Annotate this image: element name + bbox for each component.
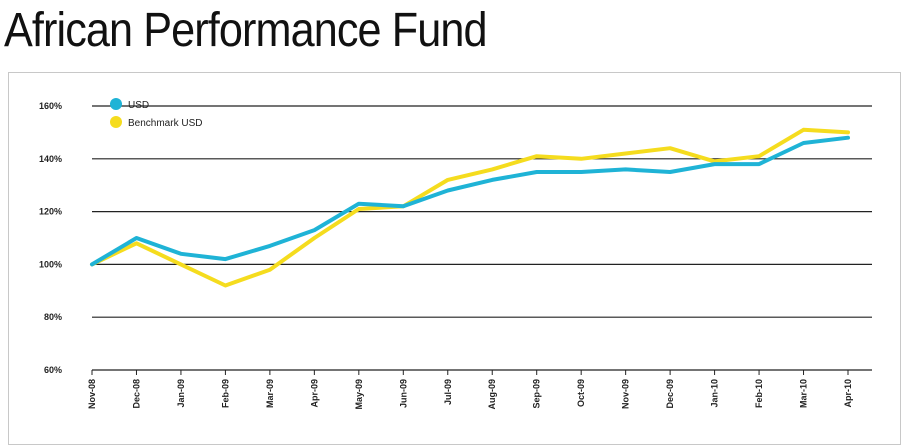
x-tick-label: Jun-09 — [398, 379, 408, 408]
x-tick-label: Sep-09 — [532, 379, 542, 409]
x-axis-ticks: Nov-08 Dec-08 Jan-09 Feb-09 Mar-09 Apr-09 May-… — [87, 370, 853, 410]
x-tick-label: Apr-09 — [309, 379, 319, 408]
x-tick-label: Mar-09 — [265, 379, 275, 408]
chart-panel — [8, 72, 901, 445]
legend-marker — [110, 98, 122, 110]
legend: USD Benchmark USD — [110, 98, 202, 129]
y-tick-label: 160% — [39, 101, 62, 111]
legend-marker — [110, 116, 122, 128]
x-tick-label: Apr-10 — [843, 379, 853, 408]
x-tick-label: Feb-09 — [220, 379, 230, 408]
series-line-usd — [90, 135, 850, 267]
x-tick-label: May-09 — [354, 379, 364, 410]
x-tick-label: Jan-09 — [176, 379, 186, 408]
x-tick-label: Dec-09 — [665, 379, 675, 409]
x-tick-label: Jul-09 — [443, 379, 453, 405]
x-tick-label: Nov-08 — [87, 379, 97, 409]
y-tick-label: 140% — [39, 154, 62, 164]
legend-label: USD — [128, 100, 149, 111]
x-tick-label: Mar-10 — [799, 379, 809, 408]
x-tick-label: Dec-08 — [131, 379, 141, 409]
gridlines — [92, 105, 872, 371]
x-tick-label: Aug-09 — [487, 379, 497, 410]
y-tick-label: 60% — [44, 365, 62, 375]
legend-label: Benchmark USD — [128, 118, 202, 129]
x-tick-label: Nov-09 — [621, 379, 631, 409]
x-tick-label: Oct-09 — [576, 379, 586, 407]
y-tick-label: 120% — [39, 207, 62, 217]
x-tick-label: Feb-10 — [754, 379, 764, 408]
y-tick-label: 80% — [44, 312, 62, 322]
x-tick-label: Jan-10 — [710, 379, 720, 408]
chart-title: African Performance Fund — [4, 4, 488, 57]
series-lines — [90, 127, 850, 288]
y-axis-ticks: 60% 80% 100% 120% 140% 160% — [39, 101, 62, 375]
y-tick-label: 100% — [39, 259, 62, 269]
series-line-benchmark-usd — [90, 127, 850, 288]
